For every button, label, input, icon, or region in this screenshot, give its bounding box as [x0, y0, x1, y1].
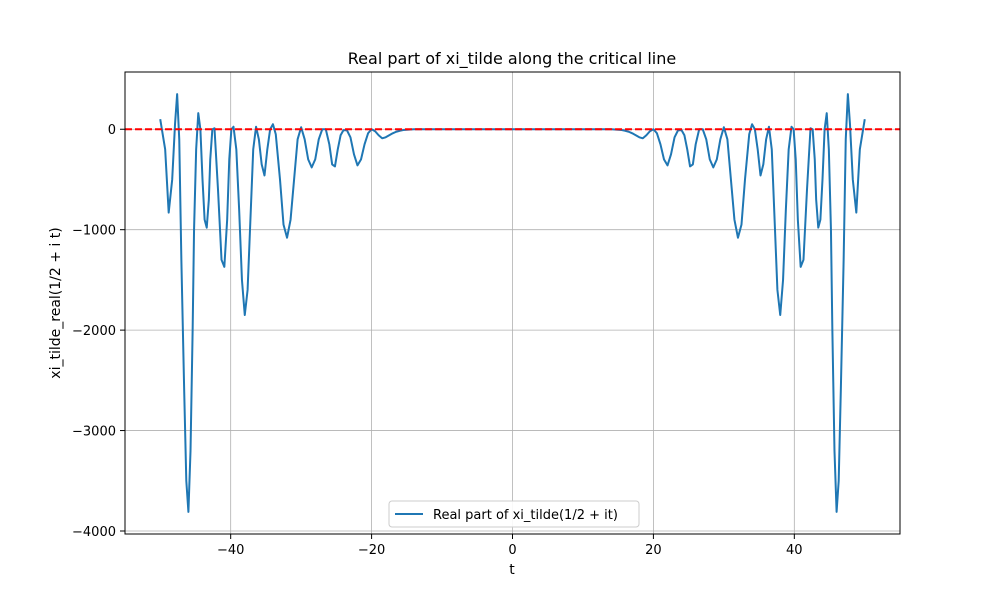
y-tick-label: −1000: [72, 224, 116, 239]
y-tick-label: −2000: [72, 324, 116, 339]
x-tick-label: −40: [217, 543, 244, 558]
x-tick-label: 0: [508, 543, 516, 558]
y-tick-label: −3000: [72, 425, 116, 440]
x-axis-ticks: −40 −20 0 20 40: [217, 534, 803, 558]
x-tick-label: 40: [786, 543, 803, 558]
y-axis-ticks: 0 −1000 −2000 −3000 −4000: [72, 123, 125, 540]
legend: Real part of xi_tilde(1/2 + it): [388, 500, 640, 528]
y-tick-label: 0: [108, 123, 116, 138]
series-line-xi-tilde-real: [159, 93, 866, 513]
legend-box: [388, 500, 640, 528]
y-axis-label: xi_tilde_real(1/2 + i t): [48, 227, 64, 378]
legend-label: Real part of xi_tilde(1/2 + it): [433, 508, 618, 523]
series-group: [125, 93, 900, 513]
x-tick-label: −20: [358, 543, 385, 558]
y-tick-label: −4000: [72, 525, 116, 540]
x-axis-label: t: [509, 562, 515, 578]
x-tick-label: 20: [645, 543, 662, 558]
chart-title: Real part of xi_tilde along the critical…: [348, 49, 676, 69]
